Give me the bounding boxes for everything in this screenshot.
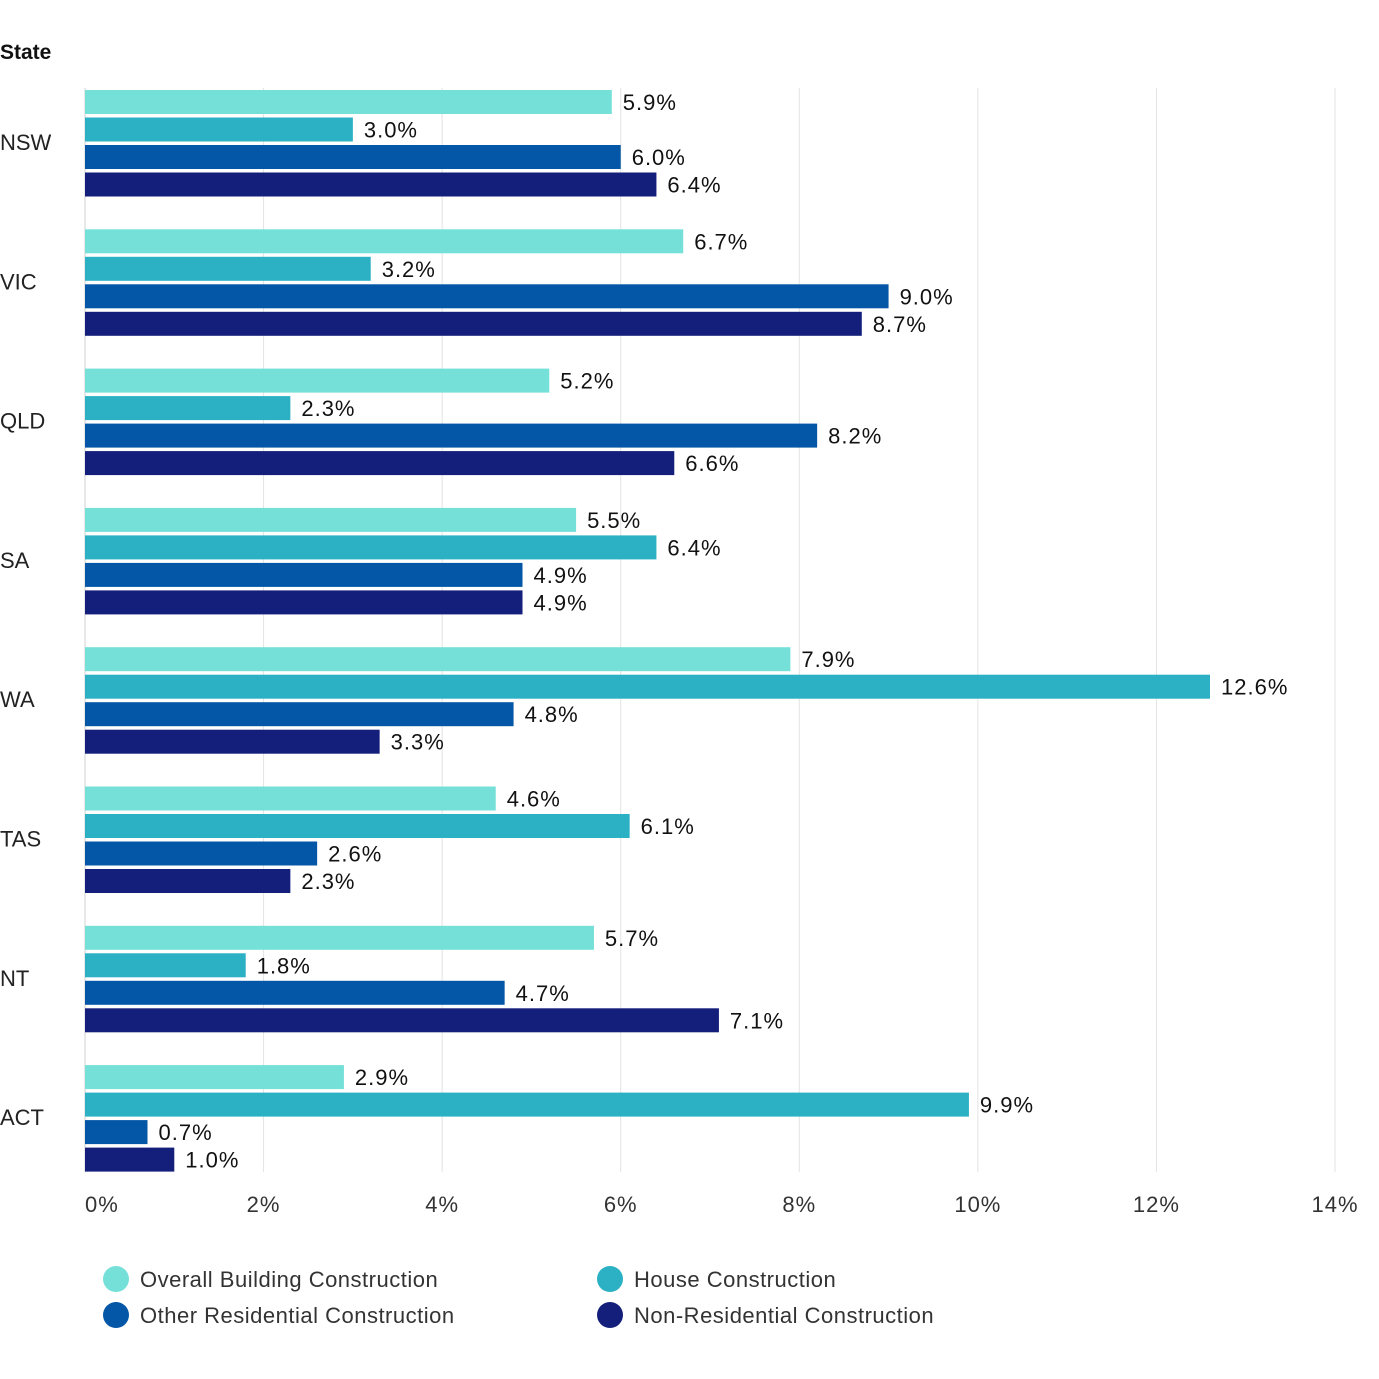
bar-qld-series-2 — [85, 423, 818, 448]
bar-wa-series-1 — [85, 674, 1210, 699]
category-label-wa: WA — [0, 687, 35, 712]
bar-sa-series-1 — [85, 535, 657, 560]
x-tick-label: 2% — [247, 1192, 281, 1217]
bar-nsw-series-3 — [85, 172, 657, 197]
data-label: 4.7% — [516, 981, 570, 1006]
category-label-act: ACT — [0, 1105, 44, 1130]
legend-label: Overall Building Construction — [140, 1267, 438, 1292]
bars: 5.9% 3.0% 6.0% 6.4% 6.7% 3.2% 9.0% 8.7% 5.2% 2.3%… — [85, 90, 1288, 1173]
bar-act-series-1 — [85, 1092, 969, 1117]
data-label: 7.1% — [730, 1008, 784, 1033]
data-label: 4.9% — [534, 590, 588, 615]
bar-tas-series-0 — [85, 786, 496, 811]
data-label: 4.6% — [507, 787, 561, 812]
data-label: 6.6% — [685, 451, 739, 476]
data-label: 4.9% — [534, 563, 588, 588]
data-label: 5.5% — [587, 508, 641, 533]
data-label: 0.7% — [159, 1120, 213, 1145]
data-label: 6.4% — [667, 535, 721, 560]
x-tick-label: 4% — [425, 1192, 459, 1217]
bar-vic-series-3 — [85, 311, 862, 336]
category-label-nt: NT — [0, 966, 29, 991]
x-axis-ticks: 0% 2% 4% 6% 8% 10% 12% 14% — [85, 1192, 1358, 1217]
data-label: 9.9% — [980, 1093, 1034, 1118]
data-label: 5.2% — [560, 369, 614, 394]
legend-swatch — [103, 1266, 129, 1292]
bar-sa-series-0 — [85, 507, 577, 532]
data-label: 8.7% — [873, 312, 927, 337]
category-labels: NSW VIC QLD SA WA TAS NT ACT — [0, 130, 52, 1130]
legend-swatch — [597, 1266, 623, 1292]
bar-act-series-2 — [85, 1120, 148, 1145]
legend-swatch — [597, 1302, 623, 1328]
y-axis-title: State — [0, 41, 51, 64]
bar-qld-series-3 — [85, 451, 675, 476]
data-label: 7.9% — [801, 647, 855, 672]
data-label: 9.0% — [900, 284, 954, 309]
category-label-tas: TAS — [0, 827, 41, 852]
data-label: 5.7% — [605, 926, 659, 951]
bar-nsw-series-1 — [85, 117, 353, 142]
bar-nt-series-0 — [85, 925, 594, 950]
bar-tas-series-2 — [85, 841, 318, 866]
x-tick-label: 14% — [1311, 1192, 1358, 1217]
bar-nt-series-2 — [85, 980, 505, 1005]
bar-qld-series-0 — [85, 368, 550, 393]
legend-swatch — [103, 1302, 129, 1328]
data-label: 2.3% — [301, 396, 355, 421]
data-label: 3.3% — [391, 730, 445, 755]
bar-act-series-3 — [85, 1147, 175, 1172]
bar-nt-series-1 — [85, 953, 246, 978]
x-tick-label: 6% — [604, 1192, 638, 1217]
data-label: 3.2% — [382, 257, 436, 282]
category-label-sa: SA — [0, 548, 30, 573]
category-label-qld: QLD — [0, 409, 45, 434]
bar-wa-series-2 — [85, 702, 514, 727]
bar-act-series-0 — [85, 1065, 344, 1090]
x-tick-label: 10% — [954, 1192, 1001, 1217]
data-label: 6.7% — [694, 229, 748, 254]
bar-qld-series-1 — [85, 396, 291, 421]
category-label-vic: VIC — [0, 269, 37, 294]
x-tick-label: 8% — [782, 1192, 816, 1217]
category-label-nsw: NSW — [0, 130, 52, 155]
data-label: 8.2% — [828, 424, 882, 449]
bar-nsw-series-0 — [85, 90, 612, 114]
data-label: 6.1% — [641, 814, 695, 839]
data-label: 2.3% — [301, 869, 355, 894]
data-label: 6.0% — [632, 145, 686, 170]
x-tick-label: 12% — [1133, 1192, 1180, 1217]
data-label: 2.9% — [355, 1065, 409, 1090]
bar-nt-series-3 — [85, 1008, 719, 1033]
legend-label: Other Residential Construction — [140, 1303, 455, 1328]
data-label: 1.8% — [257, 953, 311, 978]
bar-wa-series-3 — [85, 729, 380, 754]
bar-tas-series-1 — [85, 814, 630, 838]
data-label: 2.6% — [328, 842, 382, 867]
bar-vic-series-1 — [85, 256, 371, 281]
bar-nsw-series-2 — [85, 145, 621, 169]
x-tick-label: 0% — [85, 1192, 119, 1217]
data-label: 4.8% — [525, 702, 579, 727]
bar-wa-series-0 — [85, 647, 791, 672]
data-label: 1.0% — [185, 1148, 239, 1173]
data-label: 5.9% — [623, 90, 677, 115]
legend-label: Non-Residential Construction — [634, 1303, 934, 1328]
bar-sa-series-3 — [85, 590, 523, 615]
data-label: 12.6% — [1221, 675, 1288, 700]
bar-tas-series-3 — [85, 869, 291, 893]
bar-sa-series-2 — [85, 562, 523, 587]
legend-label: House Construction — [634, 1267, 836, 1292]
legend: Overall Building Construction House Const… — [103, 1266, 934, 1328]
bar-vic-series-0 — [85, 229, 684, 254]
data-label: 3.0% — [364, 118, 418, 143]
bar-vic-series-2 — [85, 284, 889, 309]
data-label: 6.4% — [667, 173, 721, 198]
